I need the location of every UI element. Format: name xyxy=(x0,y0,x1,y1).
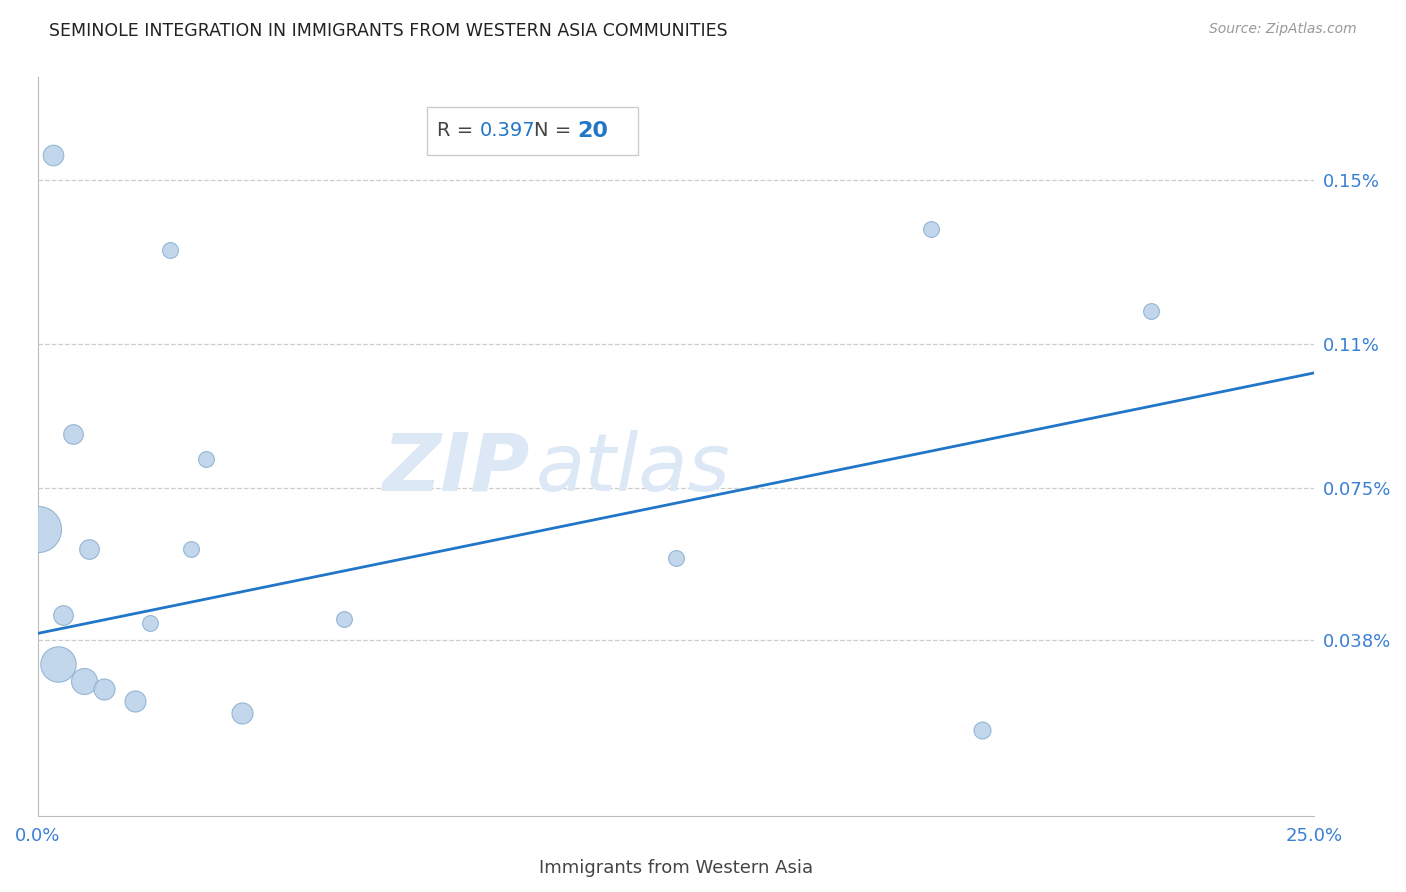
Point xyxy=(93,681,115,696)
Text: SEMINOLE INTEGRATION IN IMMIGRANTS FROM WESTERN ASIA COMMUNITIES: SEMINOLE INTEGRATION IN IMMIGRANTS FROM … xyxy=(49,22,728,40)
Point xyxy=(195,452,218,467)
Text: Source: ZipAtlas.com: Source: ZipAtlas.com xyxy=(1209,22,1357,37)
Point xyxy=(333,612,356,626)
Point xyxy=(139,616,162,631)
Point xyxy=(42,148,65,162)
Text: 0.397: 0.397 xyxy=(479,121,536,140)
Text: N =: N = xyxy=(534,121,578,140)
Point xyxy=(46,657,69,672)
Point xyxy=(665,550,688,565)
Point xyxy=(159,243,181,257)
Point xyxy=(72,673,94,688)
Text: ZIP: ZIP xyxy=(382,430,529,508)
Point xyxy=(27,522,49,536)
Point xyxy=(77,542,100,557)
X-axis label: Immigrants from Western Asia: Immigrants from Western Asia xyxy=(538,859,813,877)
Point xyxy=(180,542,202,557)
Text: atlas: atlas xyxy=(536,430,730,508)
Point xyxy=(124,694,146,708)
Point xyxy=(52,607,75,622)
FancyBboxPatch shape xyxy=(427,107,638,155)
Point xyxy=(920,222,942,236)
Text: R =: R = xyxy=(437,121,479,140)
Point xyxy=(972,723,994,737)
Point xyxy=(231,706,253,721)
Text: 20: 20 xyxy=(578,121,609,141)
Point xyxy=(1140,304,1163,318)
Point xyxy=(62,427,84,442)
